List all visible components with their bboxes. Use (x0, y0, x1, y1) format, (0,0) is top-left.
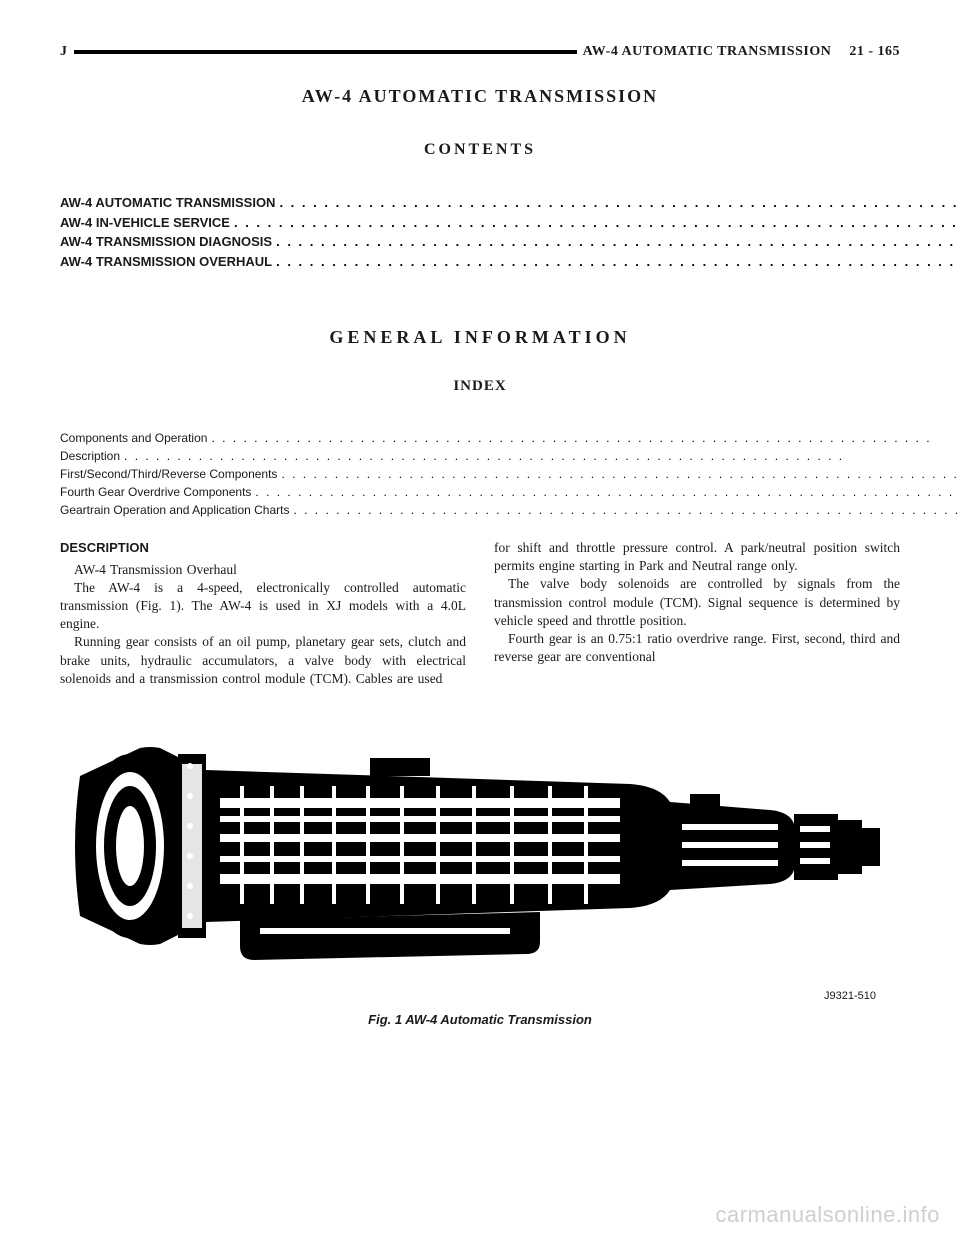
figure-1: J9321-510 Fig. 1 AW-4 Automatic Transmis… (60, 706, 900, 1027)
toc-label: AW-4 TRANSMISSION DIAGNOSIS (60, 232, 272, 252)
toc-row: AW-4 TRANSMISSION OVERHAUL . . . . . . .… (60, 252, 960, 272)
toc-row: AW-4 TRANSMISSION DIAGNOSIS . . . . . . … (60, 232, 960, 252)
index-label: Description (60, 447, 120, 465)
body-subhead: AW-4 Transmission Overhaul (60, 561, 466, 579)
page-label: page (60, 409, 960, 423)
index-dots: . . . . . . . . . . . . . . . . . . . . … (120, 447, 960, 465)
index-row: Components and Operation. . . . . . . . … (60, 429, 960, 447)
index-dots: . . . . . . . . . . . . . . . . . . . . … (207, 429, 960, 447)
toc-dots: . . . . . . . . . . . . . . . . . . . . … (272, 252, 960, 272)
toc-dots: . . . . . . . . . . . . . . . . . . . . … (272, 232, 960, 252)
body-paragraph: The AW-4 is a 4-speed, electronically co… (60, 579, 466, 634)
body-paragraph: The valve body solenoids are controlled … (494, 575, 900, 630)
figure-caption: Fig. 1 AW-4 Automatic Transmission (60, 1012, 900, 1027)
index-label: Fourth Gear Overdrive Components (60, 483, 251, 501)
index-row: Geartrain Operation and Application Char… (60, 501, 960, 519)
watermark: carmanualsonline.info (715, 1202, 940, 1228)
header-left: J (60, 44, 68, 60)
index-label: Geartrain Operation and Application Char… (60, 501, 289, 519)
index-row: Description. . . . . . . . . . . . . . .… (60, 447, 960, 465)
section-heading: GENERAL INFORMATION (60, 327, 900, 348)
toc-label: AW-4 AUTOMATIC TRANSMISSION (60, 193, 275, 213)
index-dots: . . . . . . . . . . . . . . . . . . . . … (251, 483, 960, 501)
page-header: J AW-4 AUTOMATIC TRANSMISSION 21 - 165 (60, 44, 900, 60)
index-label: First/Second/Third/Reverse Components (60, 465, 277, 483)
index-label: Components and Operation (60, 429, 207, 447)
body-text: DESCRIPTION AW-4 Transmission Overhaul T… (60, 539, 900, 688)
toc-dots: . . . . . . . . . . . . . . . . . . . . … (230, 213, 960, 233)
index-dots: . . . . . . . . . . . . . . . . . . . . … (277, 465, 960, 483)
index-table: page Components and Operation. . . . . .… (60, 409, 900, 519)
header-page: 21 - 165 (849, 44, 900, 60)
toc-label: AW-4 IN-VEHICLE SERVICE (60, 213, 230, 233)
figure-id: J9321-510 (60, 990, 900, 1002)
toc-row: AW-4 AUTOMATIC TRANSMISSION . . . . . . … (60, 193, 960, 213)
document-title: AW-4 AUTOMATIC TRANSMISSION (60, 86, 900, 107)
page-label: page (60, 173, 960, 187)
toc-dots: . . . . . . . . . . . . . . . . . . . . … (275, 193, 960, 213)
toc-label: AW-4 TRANSMISSION OVERHAUL (60, 252, 272, 272)
body-paragraph: for shift and throttle pressure control.… (494, 539, 900, 575)
header-title: AW-4 AUTOMATIC TRANSMISSION (583, 44, 832, 60)
index-row: Fourth Gear Overdrive Components. . . . … (60, 483, 960, 501)
contents-table: page AW-4 AUTOMATIC TRANSMISSION . . . .… (60, 173, 900, 271)
toc-row: AW-4 IN-VEHICLE SERVICE . . . . . . . . … (60, 213, 960, 233)
description-heading: DESCRIPTION (60, 539, 466, 557)
contents-heading: CONTENTS (60, 141, 900, 159)
index-heading: INDEX (60, 378, 900, 395)
transmission-illustration (70, 706, 890, 986)
index-row: First/Second/Third/Reverse Components. .… (60, 465, 960, 483)
body-paragraph: Running gear consists of an oil pump, pl… (60, 633, 466, 688)
body-paragraph: Fourth gear is an 0.75:1 ratio overdrive… (494, 630, 900, 666)
index-dots: . . . . . . . . . . . . . . . . . . . . … (289, 501, 960, 519)
header-rule (74, 50, 577, 54)
